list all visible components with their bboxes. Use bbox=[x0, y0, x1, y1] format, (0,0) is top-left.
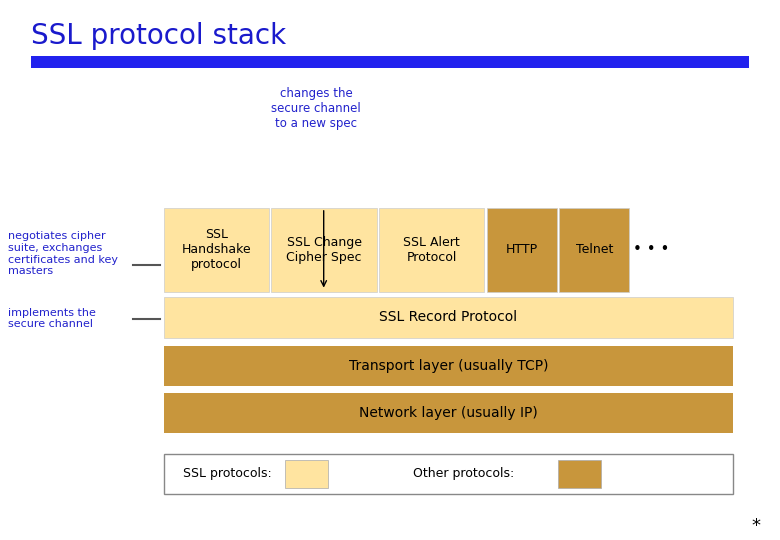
FancyBboxPatch shape bbox=[487, 208, 557, 292]
FancyBboxPatch shape bbox=[31, 56, 749, 68]
Text: SSL protocols:: SSL protocols: bbox=[183, 467, 272, 481]
Text: Other protocols:: Other protocols: bbox=[413, 467, 515, 481]
Text: changes the
secure channel
to a new spec: changes the secure channel to a new spec bbox=[271, 86, 361, 130]
FancyBboxPatch shape bbox=[379, 208, 484, 292]
Text: SSL
Handshake
protocol: SSL Handshake protocol bbox=[182, 228, 251, 271]
Text: SSL Change
Cipher Spec: SSL Change Cipher Spec bbox=[286, 236, 362, 264]
Text: implements the
secure channel: implements the secure channel bbox=[8, 308, 96, 329]
FancyBboxPatch shape bbox=[164, 297, 733, 338]
Text: HTTP: HTTP bbox=[505, 243, 538, 256]
Text: *: * bbox=[751, 517, 760, 535]
FancyBboxPatch shape bbox=[164, 393, 733, 433]
FancyBboxPatch shape bbox=[164, 454, 733, 494]
FancyBboxPatch shape bbox=[559, 208, 629, 292]
FancyBboxPatch shape bbox=[285, 460, 328, 488]
Text: Network layer (usually IP): Network layer (usually IP) bbox=[359, 406, 538, 420]
Text: SSL Alert
Protocol: SSL Alert Protocol bbox=[403, 236, 460, 264]
FancyBboxPatch shape bbox=[271, 208, 377, 292]
Text: Telnet: Telnet bbox=[576, 243, 613, 256]
FancyBboxPatch shape bbox=[164, 208, 269, 292]
Text: negotiates cipher
suite, exchanges
certificates and key
masters: negotiates cipher suite, exchanges certi… bbox=[8, 232, 118, 276]
FancyBboxPatch shape bbox=[164, 346, 733, 386]
Text: SSL protocol stack: SSL protocol stack bbox=[31, 22, 286, 50]
Text: Transport layer (usually TCP): Transport layer (usually TCP) bbox=[349, 359, 548, 373]
Text: SSL Record Protocol: SSL Record Protocol bbox=[379, 310, 518, 324]
FancyBboxPatch shape bbox=[558, 460, 601, 488]
Text: • • •: • • • bbox=[633, 242, 669, 257]
